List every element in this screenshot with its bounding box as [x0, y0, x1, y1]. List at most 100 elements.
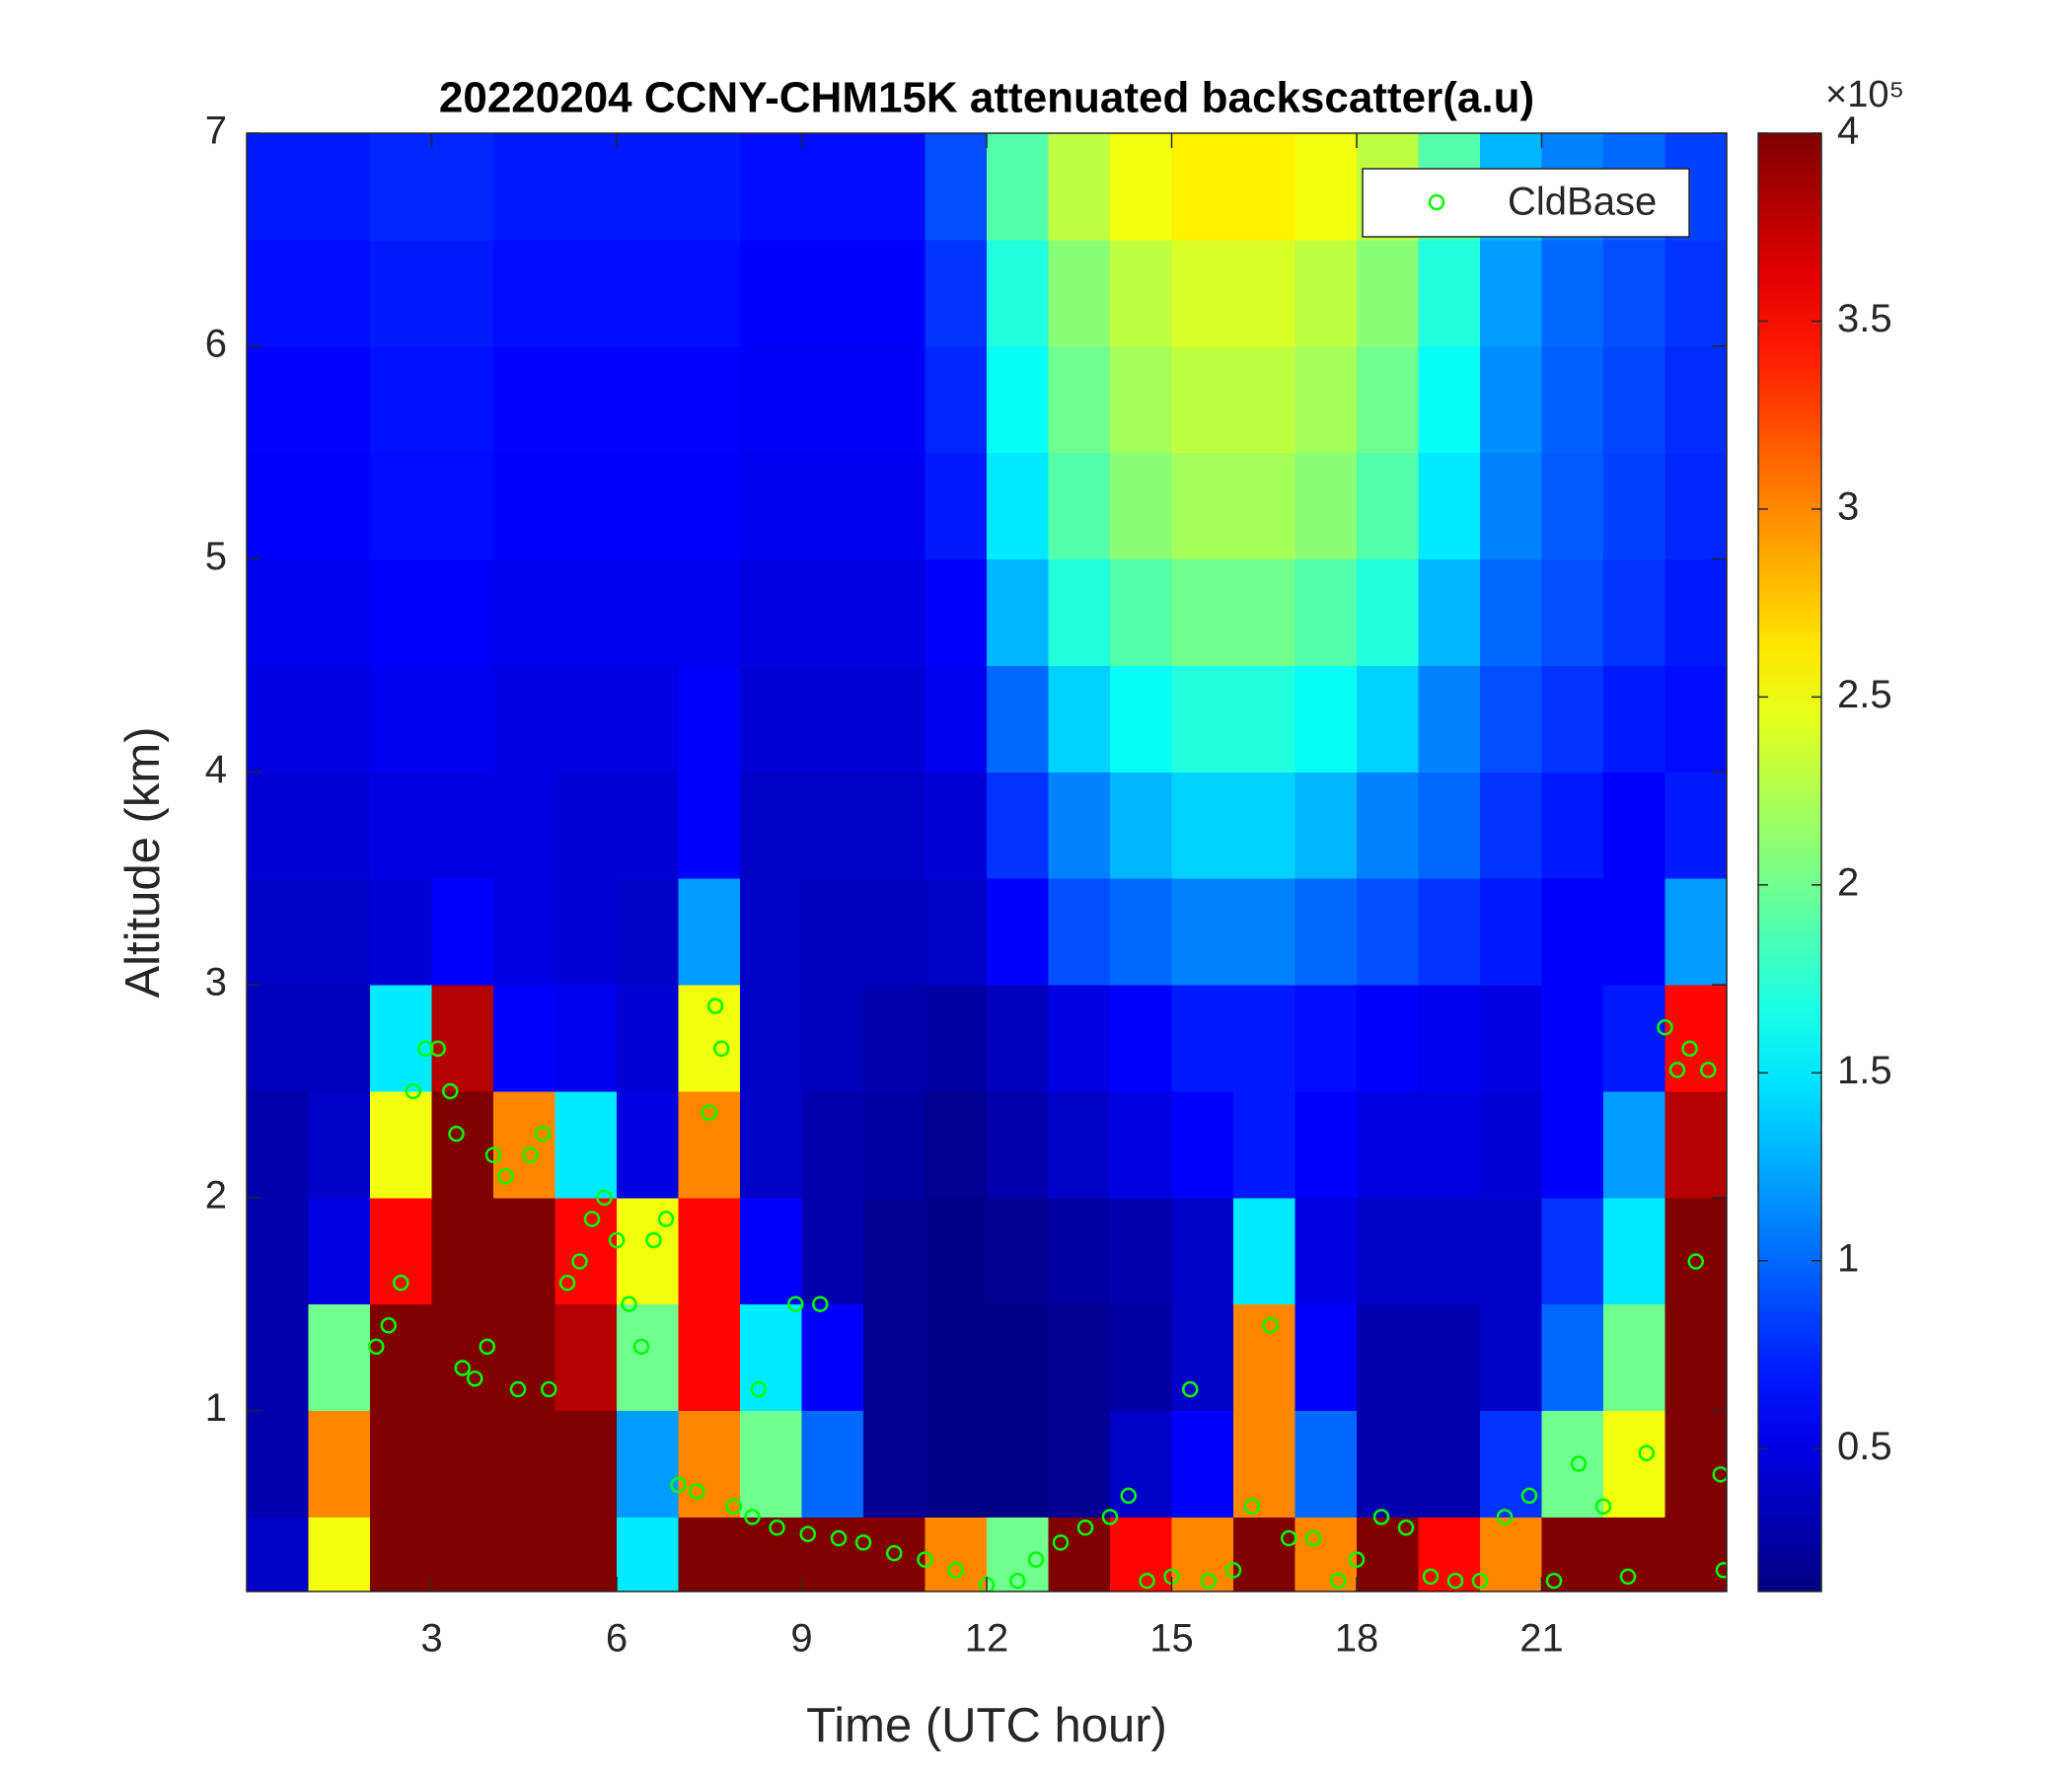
heatmap-cell — [1048, 1197, 1111, 1305]
heatmap-cell — [1171, 772, 1234, 879]
heatmap-cell — [431, 1410, 494, 1517]
y-axis-label: Altitude (km) — [116, 726, 170, 998]
heatmap-cell — [1665, 1197, 1727, 1305]
heatmap-cell — [1603, 1090, 1665, 1199]
heatmap-cell — [555, 1090, 618, 1199]
y-tick-label: 6 — [205, 322, 227, 365]
cloud-base-point — [429, 1040, 446, 1058]
cloud-base-point — [854, 1534, 872, 1551]
heatmap-cell — [493, 985, 555, 1092]
colorbar-tick-label: 1.5 — [1837, 1049, 1892, 1092]
heatmap-cell — [493, 452, 555, 560]
cloud-base-point — [1243, 1498, 1260, 1515]
heatmap-cell — [431, 558, 494, 666]
heatmap-cell — [617, 985, 679, 1092]
heatmap-cell — [370, 239, 432, 347]
heatmap-cell — [740, 1303, 802, 1412]
heatmap-cell — [678, 878, 741, 986]
heatmap-cell — [1171, 878, 1234, 986]
heatmap-cell — [1418, 772, 1481, 879]
heatmap-cell — [801, 665, 864, 773]
heatmap-cell — [740, 1090, 802, 1199]
heatmap-cell — [431, 345, 494, 454]
heatmap-cell — [1171, 345, 1234, 454]
heatmap-cell — [925, 1410, 988, 1517]
heatmap-cell — [1110, 1517, 1172, 1591]
heatmap-cell — [1357, 1410, 1419, 1517]
heatmap-cell — [740, 558, 802, 666]
heatmap-cell — [1418, 452, 1481, 560]
heatmap-cell — [1603, 558, 1665, 666]
heatmap-cell — [987, 1517, 1049, 1591]
heatmap-cell — [1110, 345, 1172, 454]
heatmap-cell — [1541, 665, 1604, 773]
cloud-base-point — [405, 1082, 421, 1100]
heatmap-cell — [431, 1303, 494, 1412]
heatmap-cell — [678, 1517, 741, 1591]
heatmap-cell — [1233, 665, 1295, 773]
heatmap-cell — [617, 1090, 679, 1199]
heatmap-cell — [247, 133, 309, 241]
heatmap-cell — [617, 1517, 679, 1591]
cloud-base-point — [689, 1483, 705, 1500]
heatmap-cell — [1233, 1197, 1295, 1305]
cloud-base-point — [571, 1253, 588, 1270]
heatmap-cell — [987, 1090, 1049, 1199]
heatmap-cell — [1048, 985, 1111, 1092]
heatmap-cell — [863, 1410, 925, 1517]
heatmap-cell — [740, 878, 802, 986]
heatmap-cell — [863, 985, 925, 1092]
heatmap-cell — [247, 345, 309, 454]
heatmap-cell — [431, 878, 494, 986]
heatmap-cell — [1110, 665, 1172, 773]
heatmap-cell — [493, 1090, 555, 1199]
heatmap-cell — [308, 772, 371, 879]
heatmap-cell — [1357, 1303, 1419, 1412]
heatmap-cell — [617, 239, 679, 347]
heatmap-cell — [431, 1090, 494, 1199]
colorbar-tick-label: 4 — [1837, 110, 1859, 153]
heatmap-cell — [740, 665, 802, 773]
heatmap-cell — [1418, 1410, 1481, 1517]
cloud-base-point — [799, 1525, 816, 1542]
heatmap-cell — [1357, 1197, 1419, 1305]
cloud-base-point — [886, 1544, 903, 1562]
heatmap-cell — [987, 558, 1049, 666]
heatmap-cell — [1110, 1303, 1172, 1412]
heatmap-cell — [1110, 1090, 1172, 1199]
heatmap-cell — [1665, 1090, 1727, 1199]
heatmap-cell — [1295, 239, 1358, 347]
cloud-base-point — [1139, 1572, 1155, 1590]
heatmap-cell — [925, 239, 988, 347]
heatmap-cell — [801, 239, 864, 347]
cloud-base-point — [1422, 1568, 1440, 1586]
cloud-base-point — [1619, 1568, 1637, 1586]
heatmap-cell — [493, 558, 555, 666]
heatmap-cell — [1110, 985, 1172, 1092]
heatmap-cell — [308, 1303, 371, 1412]
heatmap-cell — [1665, 452, 1727, 560]
heatmap-cell — [555, 772, 618, 879]
heatmap-cell — [925, 1303, 988, 1412]
cloud-base-point — [750, 1380, 767, 1398]
heatmap-cell — [1665, 878, 1727, 986]
heatmap-cell — [987, 1197, 1049, 1305]
heatmap-cell — [678, 452, 741, 560]
heatmap-cell — [431, 133, 494, 241]
heatmap-cell — [1603, 452, 1665, 560]
heatmap-cell — [370, 452, 432, 560]
heatmap-cell — [431, 452, 494, 560]
heatmap-cell — [1171, 558, 1234, 666]
heatmap-cell — [863, 239, 925, 347]
cloud-base-point — [1305, 1529, 1322, 1547]
heatmap-cell — [987, 1410, 1049, 1517]
heatmap-cell — [1171, 665, 1234, 773]
cloud-base-point — [467, 1369, 483, 1387]
cloud-base-point — [1687, 1253, 1704, 1270]
heatmap-cell — [493, 772, 555, 879]
heatmap-cell — [1541, 558, 1604, 666]
heatmap-cell — [1295, 1090, 1358, 1199]
heatmap-cell — [555, 985, 618, 1092]
heatmap-cell — [493, 1197, 555, 1305]
heatmap-cell — [1233, 1090, 1295, 1199]
